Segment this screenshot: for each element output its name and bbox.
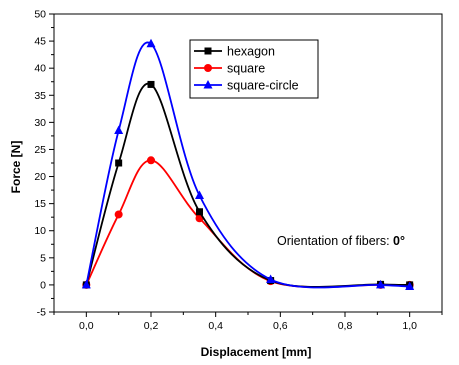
legend-item-square: square <box>194 62 265 76</box>
legend-marker <box>204 47 212 55</box>
data-point <box>81 279 91 289</box>
legend-marker <box>204 64 212 72</box>
data-point <box>196 208 203 216</box>
y-tick-label: 50 <box>34 9 46 21</box>
y-tick-label: 35 <box>34 90 46 102</box>
x-tick-label: 0,0 <box>79 320 94 332</box>
legend-label: square-circle <box>227 79 299 93</box>
series-layer <box>81 38 415 291</box>
x-axis-label: Displacement [mm] <box>201 345 312 359</box>
y-axis-label: Force [N] <box>9 141 23 194</box>
x-tick-label: 0,8 <box>338 320 353 332</box>
tick-labels: 0,0 0,2 0,4 0,6 0,8 1,0 -5 0 5 10 15 20 25 30 35 40 45 50 <box>34 9 417 333</box>
annotation-prefix: Orientation of fibers: <box>277 234 393 248</box>
y-tick-label: 25 <box>34 144 46 156</box>
legend-label: square <box>227 62 265 76</box>
legend-marker <box>203 80 213 89</box>
y-tick-label: 5 <box>40 252 46 264</box>
x-tick-label: 1,0 <box>402 320 417 332</box>
y-tick-label: 40 <box>34 63 46 75</box>
series-line <box>85 41 410 289</box>
data-point <box>147 156 155 165</box>
y-tick-label: 20 <box>34 171 46 183</box>
data-point <box>376 279 386 289</box>
series-line <box>85 82 410 288</box>
data-point <box>114 210 123 219</box>
data-point <box>147 80 155 88</box>
data-point <box>114 125 124 134</box>
y-tick-label: 0 <box>40 279 46 291</box>
series-square-circle <box>81 38 415 291</box>
legend: hexagon square square-circle <box>189 39 319 99</box>
data-point <box>266 274 276 283</box>
legend-label: hexagon <box>227 45 275 59</box>
legend-item-square-circle: square-circle <box>194 79 299 93</box>
plot-frame <box>53 13 443 313</box>
x-tick-label: 0,2 <box>144 320 159 332</box>
data-point <box>195 190 204 200</box>
data-point <box>146 38 156 48</box>
x-tick-label: 0,4 <box>208 320 223 332</box>
y-tick-label: 15 <box>34 198 46 210</box>
y-tick-label: -5 <box>37 307 46 319</box>
y-tick-label: 45 <box>34 36 46 48</box>
annotation-orientation: Orientation of fibers: 0° <box>277 234 405 248</box>
data-point <box>115 159 123 167</box>
x-tick-label: 0,6 <box>273 320 288 332</box>
data-point <box>405 281 415 291</box>
y-tick-label: 30 <box>34 117 46 129</box>
legend-item-hexagon: hexagon <box>194 45 275 59</box>
annotation-bold: 0° <box>393 234 405 248</box>
y-tick-label: 10 <box>34 225 46 237</box>
